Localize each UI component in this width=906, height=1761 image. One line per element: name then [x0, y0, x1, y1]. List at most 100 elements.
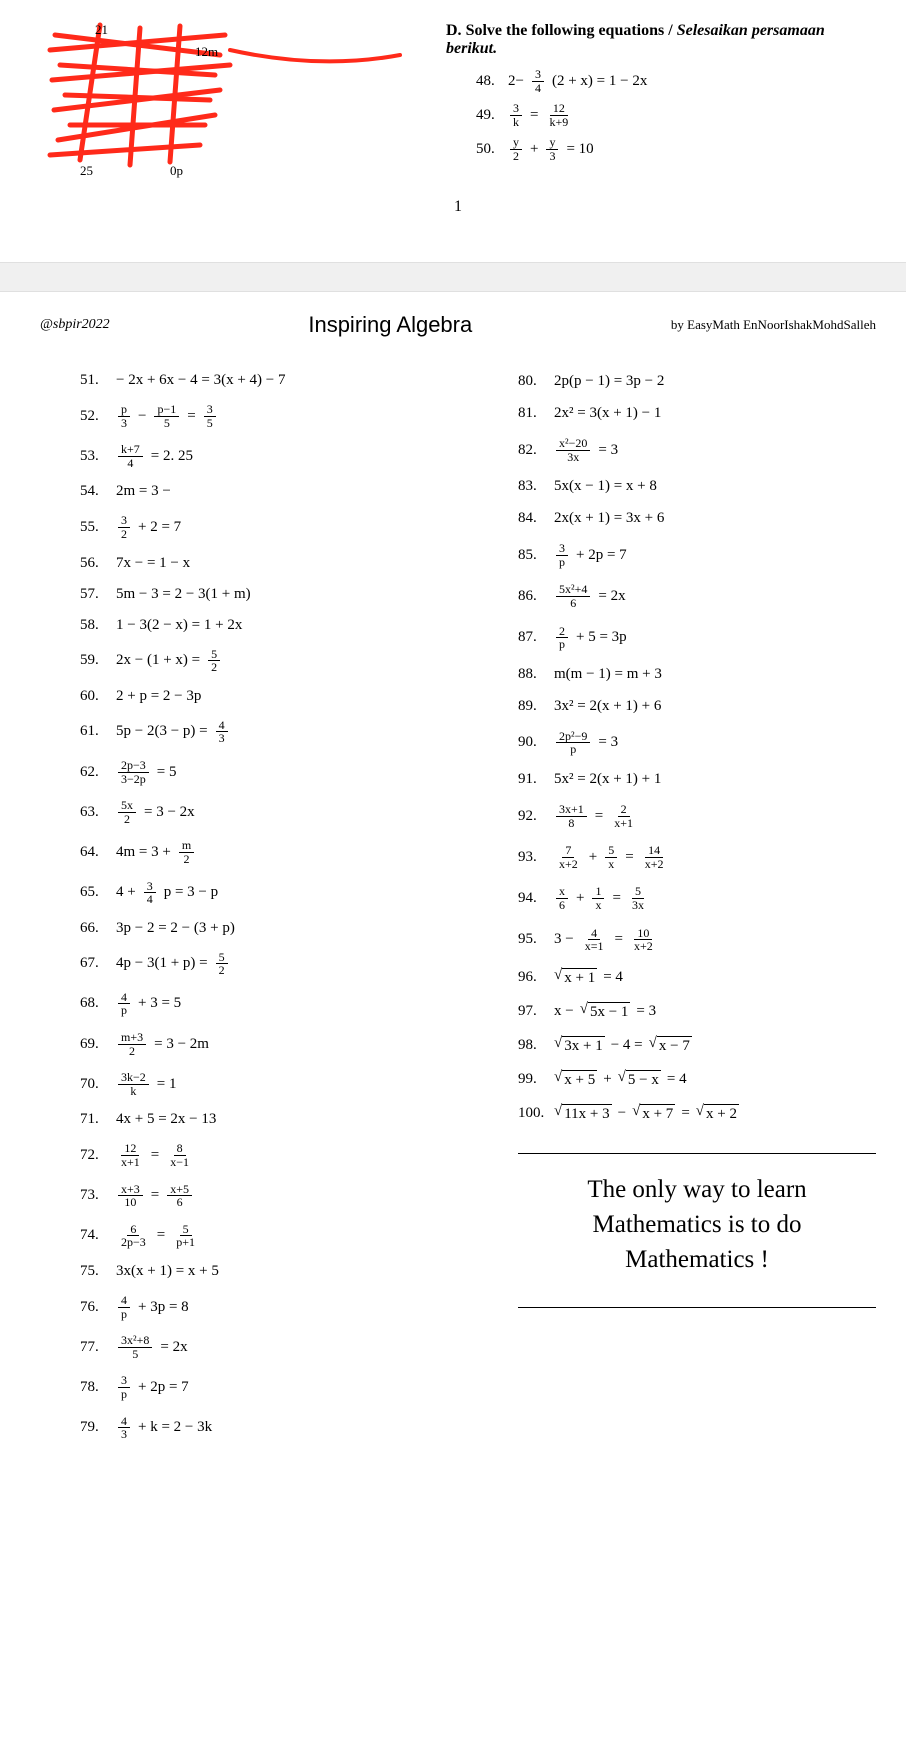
page-header: @sbpir2022 Inspiring Algebra by EasyMath…: [0, 292, 906, 348]
main-content: 51.− 2x + 6x − 4 = 3(x + 4) − 7 52. p3 −…: [0, 348, 906, 1485]
page-number: 1: [40, 198, 876, 216]
problem-67: 67. 4p − 3(1 + p) = 52: [80, 951, 438, 977]
fraction: 12k+9: [546, 102, 571, 128]
problem-96: 96. √x + 1 = 4: [518, 968, 876, 987]
eq-part: =: [530, 107, 538, 124]
problem-48: 48. 2− 34 (2 + x) = 1 − 2x: [476, 68, 876, 94]
fraction: 12x+1: [118, 1142, 143, 1168]
fraction: 34: [144, 880, 156, 906]
fraction: y3: [546, 136, 558, 162]
problem-89: 89.3x² = 2(x + 1) + 6: [518, 698, 876, 715]
sqrt: √x + 1: [554, 968, 597, 987]
fraction: m+32: [118, 1031, 146, 1057]
quote-line-2: Mathematics is to do: [518, 1207, 876, 1242]
left-column: 51.− 2x + 6x − 4 = 3(x + 4) − 7 52. p3 −…: [80, 358, 438, 1455]
problem-82: 82. x²−203x = 3: [518, 437, 876, 463]
problem-63: 63. 5x2 = 3 − 2x: [80, 799, 438, 825]
problem-94: 94. x6 + 1x = 53x: [518, 885, 876, 911]
problem-52: 52. p3 − p−15 = 35: [80, 403, 438, 429]
author-credit: by EasyMath EnNoorIshakMohdSalleh: [671, 317, 876, 333]
fraction: 10x+2: [631, 927, 656, 953]
fraction: k+74: [118, 443, 143, 469]
fraction: 3x²+85: [118, 1334, 152, 1360]
fraction: 3k: [510, 102, 522, 128]
fraction: 4x=1: [582, 927, 607, 953]
page-top: 21 12m 25 0p D. Solve the following equa…: [0, 0, 906, 262]
problem-99: 99. √x + 5 + √5 − x = 4: [518, 1070, 876, 1089]
problem-93: 93. 7x+2 + 5x = 14x+2: [518, 844, 876, 870]
fraction: 14x+2: [642, 844, 667, 870]
fraction: 4p: [118, 1294, 130, 1320]
problem-number: 49.: [476, 107, 502, 124]
problem-60: 60.2 + p = 2 − 3p: [80, 688, 438, 705]
problem-55: 55. 32 + 2 = 7: [80, 514, 438, 540]
problem-77: 77. 3x²+85 = 2x: [80, 1334, 438, 1360]
eq-part: +: [530, 141, 538, 158]
problem-number: 50.: [476, 141, 502, 158]
fraction: 2p−33−2p: [118, 759, 149, 785]
fraction: 32: [118, 514, 130, 540]
fraction: 2p²−9p: [556, 730, 590, 756]
fraction: m2: [179, 839, 194, 865]
sqrt: √x + 5: [554, 1070, 597, 1089]
fraction: x6: [556, 885, 568, 911]
fraction: y2: [510, 136, 522, 162]
eq-part: (2 + x) = 1 − 2x: [552, 73, 647, 90]
problem-95: 95. 3 − 4x=1 = 10x+2: [518, 927, 876, 953]
problem-54: 54.2m = 3 −: [80, 483, 438, 500]
section-d-heading: D. Solve the following equations / Seles…: [446, 22, 876, 58]
problem-64: 64. 4m = 3 + m2: [80, 839, 438, 865]
quote-line-1: The only way to learn: [518, 1172, 876, 1207]
fraction: 5x2: [118, 799, 136, 825]
fraction: 1x: [592, 885, 604, 911]
fraction: p3: [118, 403, 130, 429]
problem-78: 78. 3p + 2p = 7: [80, 1374, 438, 1400]
fraction: 5p+1: [173, 1223, 198, 1249]
scribble-text-1: 21: [95, 22, 108, 37]
problem-69: 69. m+32 = 3 − 2m: [80, 1031, 438, 1057]
problem-65: 65. 4 + 34 p = 3 − p: [80, 880, 438, 906]
right-column: 80.2p(p − 1) = 3p − 2 81.2x² = 3(x + 1) …: [518, 358, 876, 1455]
fraction: 52: [216, 951, 228, 977]
quote-line-3: Mathematics !: [518, 1242, 876, 1277]
author-handle: @sbpir2022: [40, 317, 110, 333]
sqrt: √5x − 1: [580, 1002, 631, 1021]
problem-61: 61. 5p − 2(3 − p) = 43: [80, 719, 438, 745]
problem-92: 92. 3x+18 = 2x+1: [518, 803, 876, 829]
problem-75: 75.3x(x + 1) = x + 5: [80, 1263, 438, 1280]
problem-97: 97. x − √5x − 1 = 3: [518, 1002, 876, 1021]
top-section: 21 12m 25 0p D. Solve the following equa…: [40, 20, 876, 180]
sqrt: √11x + 3: [554, 1104, 612, 1123]
problem-76: 76. 4p + 3p = 8: [80, 1294, 438, 1320]
sqrt: √x − 7: [649, 1036, 692, 1055]
problem-83: 83.5x(x − 1) = x + 8: [518, 478, 876, 495]
problem-80: 80.2p(p − 1) = 3p − 2: [518, 373, 876, 390]
fraction: 2p: [556, 625, 568, 651]
problem-53: 53. k+74 = 2. 25: [80, 443, 438, 469]
fraction: 3p: [118, 1374, 130, 1400]
problem-73: 73. x+310 = x+56: [80, 1183, 438, 1209]
problem-56: 56.7x − = 1 − x: [80, 555, 438, 572]
fraction: 3p: [556, 542, 568, 568]
problem-88: 88.m(m − 1) = m + 3: [518, 666, 876, 683]
problem-84: 84.2x(x + 1) = 3x + 6: [518, 510, 876, 527]
scribble-text-4: 0p: [170, 163, 183, 178]
problem-51: 51.− 2x + 6x − 4 = 3(x + 4) − 7: [80, 372, 438, 389]
fraction: 62p−3: [118, 1223, 149, 1249]
problem-74: 74. 62p−3 = 5p+1: [80, 1223, 438, 1249]
fraction: x+310: [118, 1183, 143, 1209]
heading-prefix: D.: [446, 22, 462, 39]
fraction: 53x: [629, 885, 647, 911]
fraction: p−15: [154, 403, 179, 429]
fraction: 5x²+46: [556, 583, 590, 609]
fraction: 7x+2: [556, 844, 581, 870]
fraction: x²−203x: [556, 437, 590, 463]
problem-66: 66.3p − 2 = 2 − (3 + p): [80, 920, 438, 937]
fraction: 8x−1: [167, 1142, 192, 1168]
problem-59: 59. 2x − (1 + x) = 52: [80, 648, 438, 674]
problem-58: 58.1 − 3(2 − x) = 1 + 2x: [80, 617, 438, 634]
problem-91: 91.5x² = 2(x + 1) + 1: [518, 771, 876, 788]
fraction: 52: [208, 648, 220, 674]
problem-57: 57.5m − 3 = 2 − 3(1 + m): [80, 586, 438, 603]
fraction: 4p: [118, 991, 130, 1017]
